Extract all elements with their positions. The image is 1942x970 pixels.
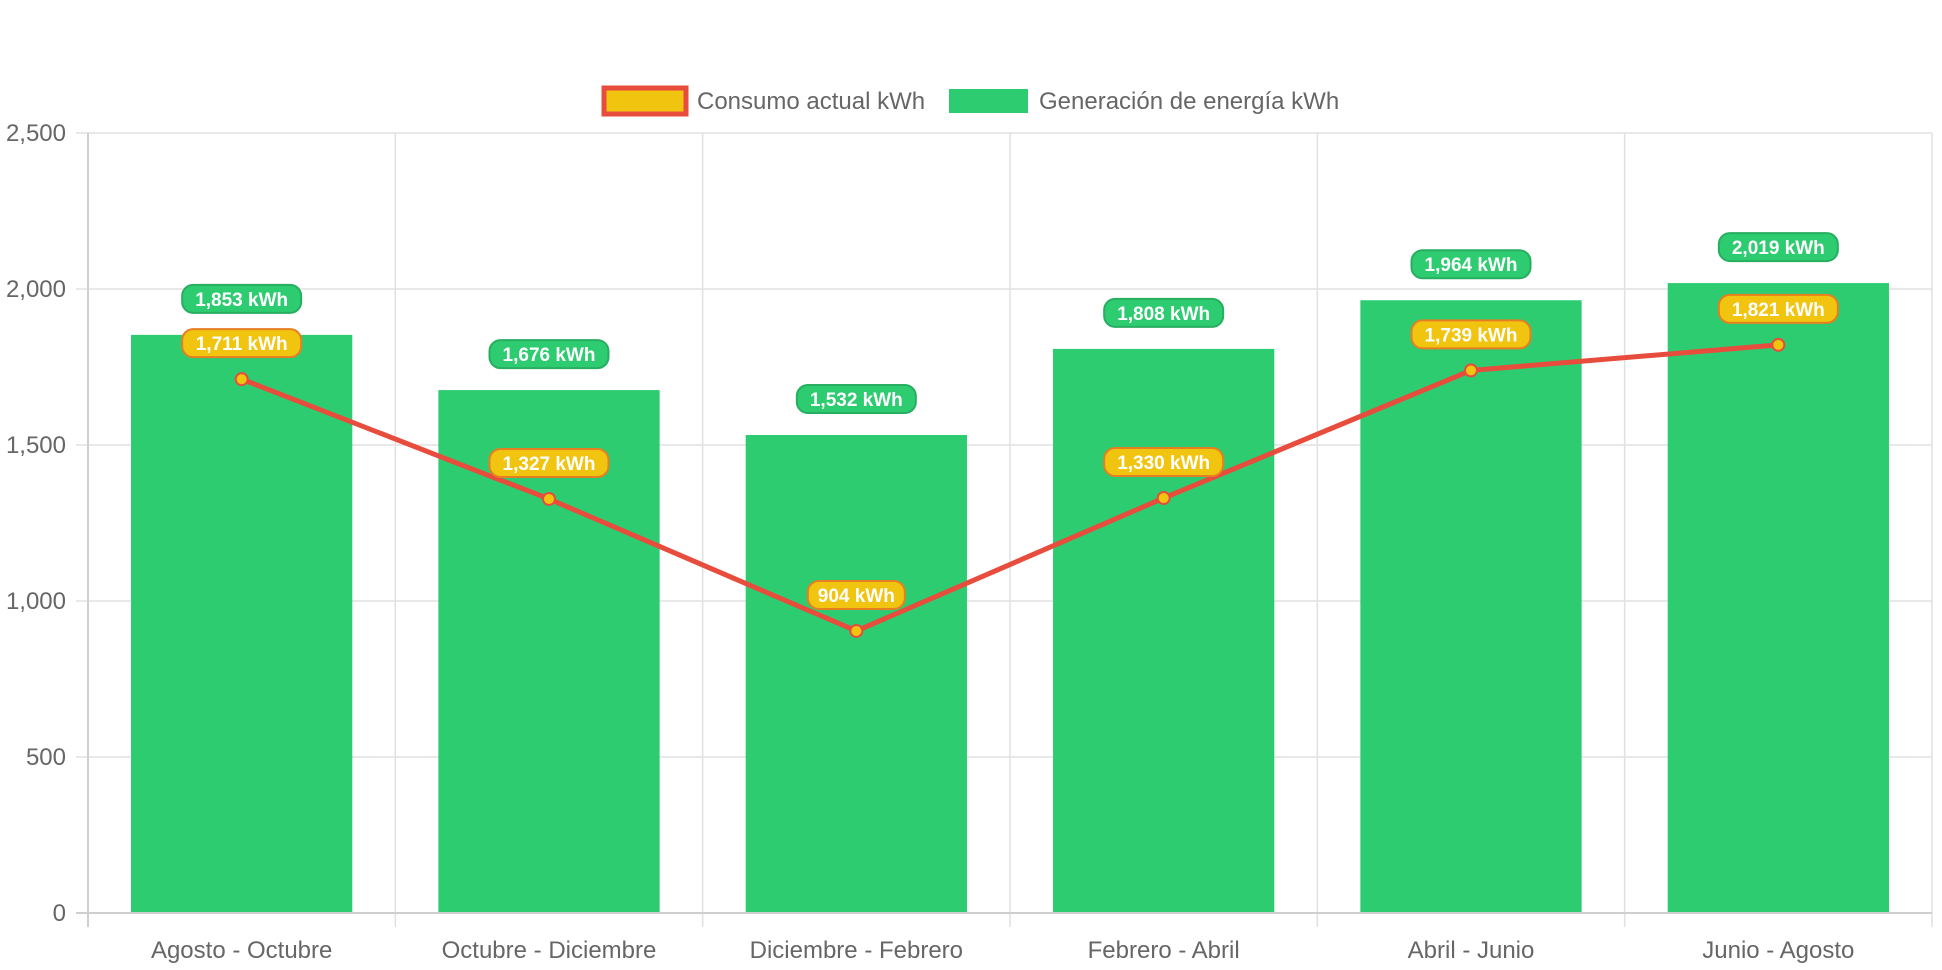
data-label-background: [795, 384, 917, 415]
data-label-text: 1,711 kWh: [196, 334, 288, 355]
x-tick-label: Diciembre - Febrero: [750, 937, 963, 964]
consumption-line: [240, 342, 1779, 634]
data-label: 1,676 kWh: [488, 339, 610, 370]
legend-swatch-consumo: [601, 85, 689, 117]
data-label: 1,964 kWh: [1410, 249, 1532, 280]
data-label: 1,821 kWh: [1717, 293, 1839, 324]
data-label-background: [1410, 249, 1532, 280]
data-label-background: [1717, 293, 1839, 324]
data-label: 1,532 kWh: [795, 384, 917, 415]
data-label-background: [181, 283, 303, 314]
grid-layer: [76, 132, 1933, 927]
data-label-text: 1,532 kWh: [810, 390, 903, 411]
y-tick-label: 500: [26, 744, 66, 771]
data-label-text: 1,330 kWh: [1117, 453, 1210, 474]
x-tick-label: Junio - Agosto: [1702, 937, 1854, 964]
line-layer: [234, 337, 1786, 638]
data-label-text: 1,739 kWh: [1425, 325, 1518, 346]
data-label-background: [1410, 319, 1532, 350]
data-label: 1,808 kWh: [1103, 297, 1225, 328]
data-label-layer: 1,853 kWh 1,676 kWh 1,532 kWh 1,808 kWh 1,96…: [181, 232, 1839, 610]
bar: [131, 334, 353, 913]
x-tick-label: Agosto - Octubre: [151, 937, 332, 964]
data-label-text: 1,821 kWh: [1732, 300, 1825, 321]
data-label: 1,853 kWh: [181, 283, 303, 314]
data-label-background: [181, 328, 303, 359]
data-label: 1,327 kWh: [488, 447, 610, 478]
y-tick-label: 0: [53, 900, 66, 927]
x-tick-label: Abril - Junio: [1408, 937, 1535, 964]
bar: [745, 435, 967, 913]
bar: [1667, 283, 1889, 913]
axis-layer: 0 500 1,000 1,500 2,000 2,500 Agosto - Octubre…: [6, 120, 1932, 964]
data-label: 1,711 kWh: [181, 328, 303, 359]
y-tick-label: 2,000: [6, 276, 66, 303]
data-label-background: [1717, 232, 1839, 263]
line-point: [849, 623, 864, 638]
bar-layer: [131, 283, 1889, 913]
line-point: [1156, 491, 1171, 506]
data-label-text: 1,853 kWh: [195, 290, 288, 311]
data-label-background: [1103, 447, 1225, 478]
data-label-text: 1,676 kWh: [503, 345, 596, 366]
data-label-text: 1,808 kWh: [1117, 304, 1210, 325]
legend-item-generacion: Generación de energía kWh: [949, 88, 1339, 115]
bar: [1053, 348, 1275, 913]
bar: [1360, 300, 1582, 913]
data-label: 1,330 kWh: [1103, 447, 1225, 478]
x-tick-label: Octubre - Diciembre: [442, 937, 657, 964]
legend-label-generacion: Generación de energía kWh: [1039, 88, 1339, 115]
line-point: [1771, 337, 1786, 352]
y-tick-label: 1,500: [6, 432, 66, 459]
y-tick-label: 2,500: [6, 120, 66, 147]
data-label-text: 1,327 kWh: [503, 454, 596, 475]
data-label-text: 904 kWh: [818, 586, 895, 607]
data-label-text: 1,964 kWh: [1425, 255, 1518, 276]
data-label: 1,739 kWh: [1410, 319, 1532, 350]
data-label-text: 2,019 kWh: [1732, 238, 1825, 259]
legend: Consumo actual kWh Generación de energía …: [601, 85, 1339, 117]
x-tick-label: Febrero - Abril: [1088, 937, 1240, 964]
data-label-background: [806, 579, 906, 610]
line-point: [1464, 363, 1478, 378]
line-point: [542, 491, 556, 506]
legend-swatch-generacion: [949, 89, 1028, 113]
legend-label-consumo: Consumo actual kWh: [697, 88, 925, 115]
data-label-background: [1103, 297, 1225, 328]
line-point: [234, 372, 249, 387]
data-label-background: [488, 339, 610, 370]
data-label: 904 kWh: [806, 579, 906, 610]
data-label: 2,019 kWh: [1717, 232, 1839, 263]
legend-item-consumo: Consumo actual kWh: [601, 85, 925, 117]
y-tick-label: 1,000: [6, 588, 66, 615]
data-label-background: [488, 447, 610, 478]
